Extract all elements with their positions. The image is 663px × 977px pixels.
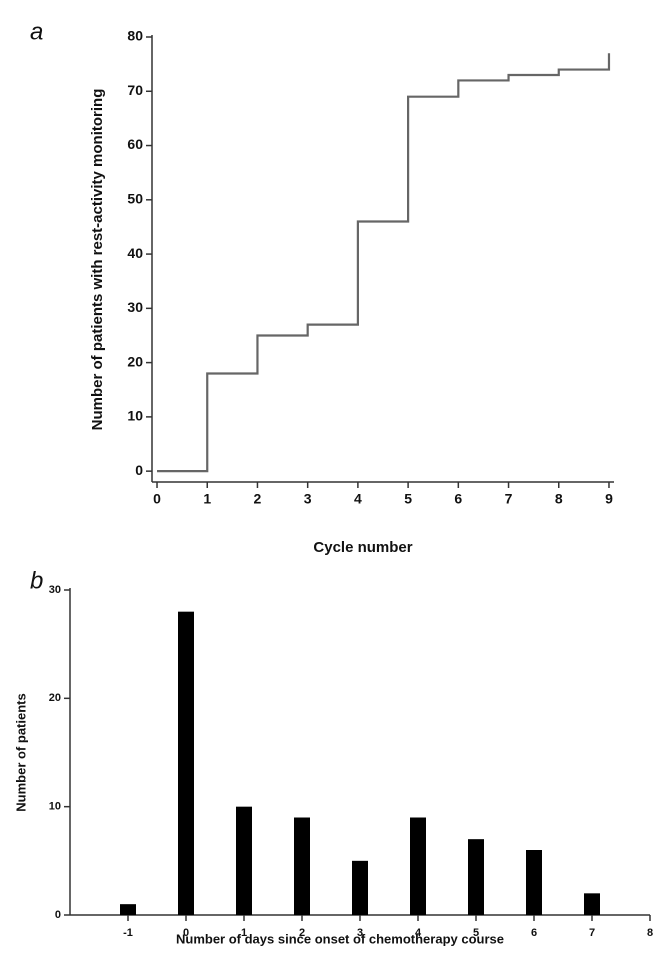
bar [468,839,484,915]
y-tick-label: 70 [127,82,143,98]
step-line [157,53,611,473]
x-tick-label: 4 [415,927,422,939]
y-tick-label: 10 [127,408,143,424]
y-tick-label: 20 [49,692,61,704]
y-tick-label: 80 [127,28,143,44]
y-tick-label: 60 [127,136,143,152]
x-axis-label: Number of days since onset of chemothera… [176,931,504,946]
x-tick-label: 0 [183,927,189,939]
y-tick-label: 40 [127,245,143,261]
panel-label: a [30,18,43,45]
bar [352,860,368,915]
y-tick-label: 0 [135,462,143,478]
x-tick-label: 5 [404,491,412,507]
y-axis-label: Number of patients with rest-activity mo… [89,89,106,431]
bar [584,893,600,915]
x-tick-label: -1 [123,927,133,939]
x-tick-label: 3 [304,491,312,507]
y-tick-label: 50 [127,191,143,207]
bar [526,850,542,915]
y-tick-label: 10 [49,801,61,813]
x-tick-label: 5 [473,927,479,939]
x-tick-label: 6 [531,927,537,939]
x-tick-label: 7 [589,927,595,939]
bar [178,611,194,915]
bar [120,904,136,915]
bar [236,806,252,915]
x-axis-label: Cycle number [313,539,412,556]
bar [410,817,426,915]
y-tick-label: 30 [127,299,143,315]
y-tick-label: 30 [49,584,61,596]
x-tick-label: 4 [354,491,362,507]
x-tick-label: 7 [505,491,513,507]
x-tick-label: 6 [454,491,462,507]
y-tick-label: 0 [55,909,61,921]
x-tick-label: 3 [357,927,363,939]
x-tick-label: 9 [605,491,613,507]
y-tick-label: 20 [127,353,143,369]
y-axis-label: Number of patients [13,693,28,811]
panel-label: b [30,567,43,594]
x-tick-label: 2 [299,927,305,939]
x-tick-label: 8 [555,491,563,507]
x-tick-label: 1 [241,927,247,939]
x-tick-label: 1 [203,491,211,507]
bar [294,817,310,915]
x-tick-label: 0 [153,491,161,507]
x-tick-label: 2 [254,491,262,507]
x-tick-label: 8 [647,927,653,939]
